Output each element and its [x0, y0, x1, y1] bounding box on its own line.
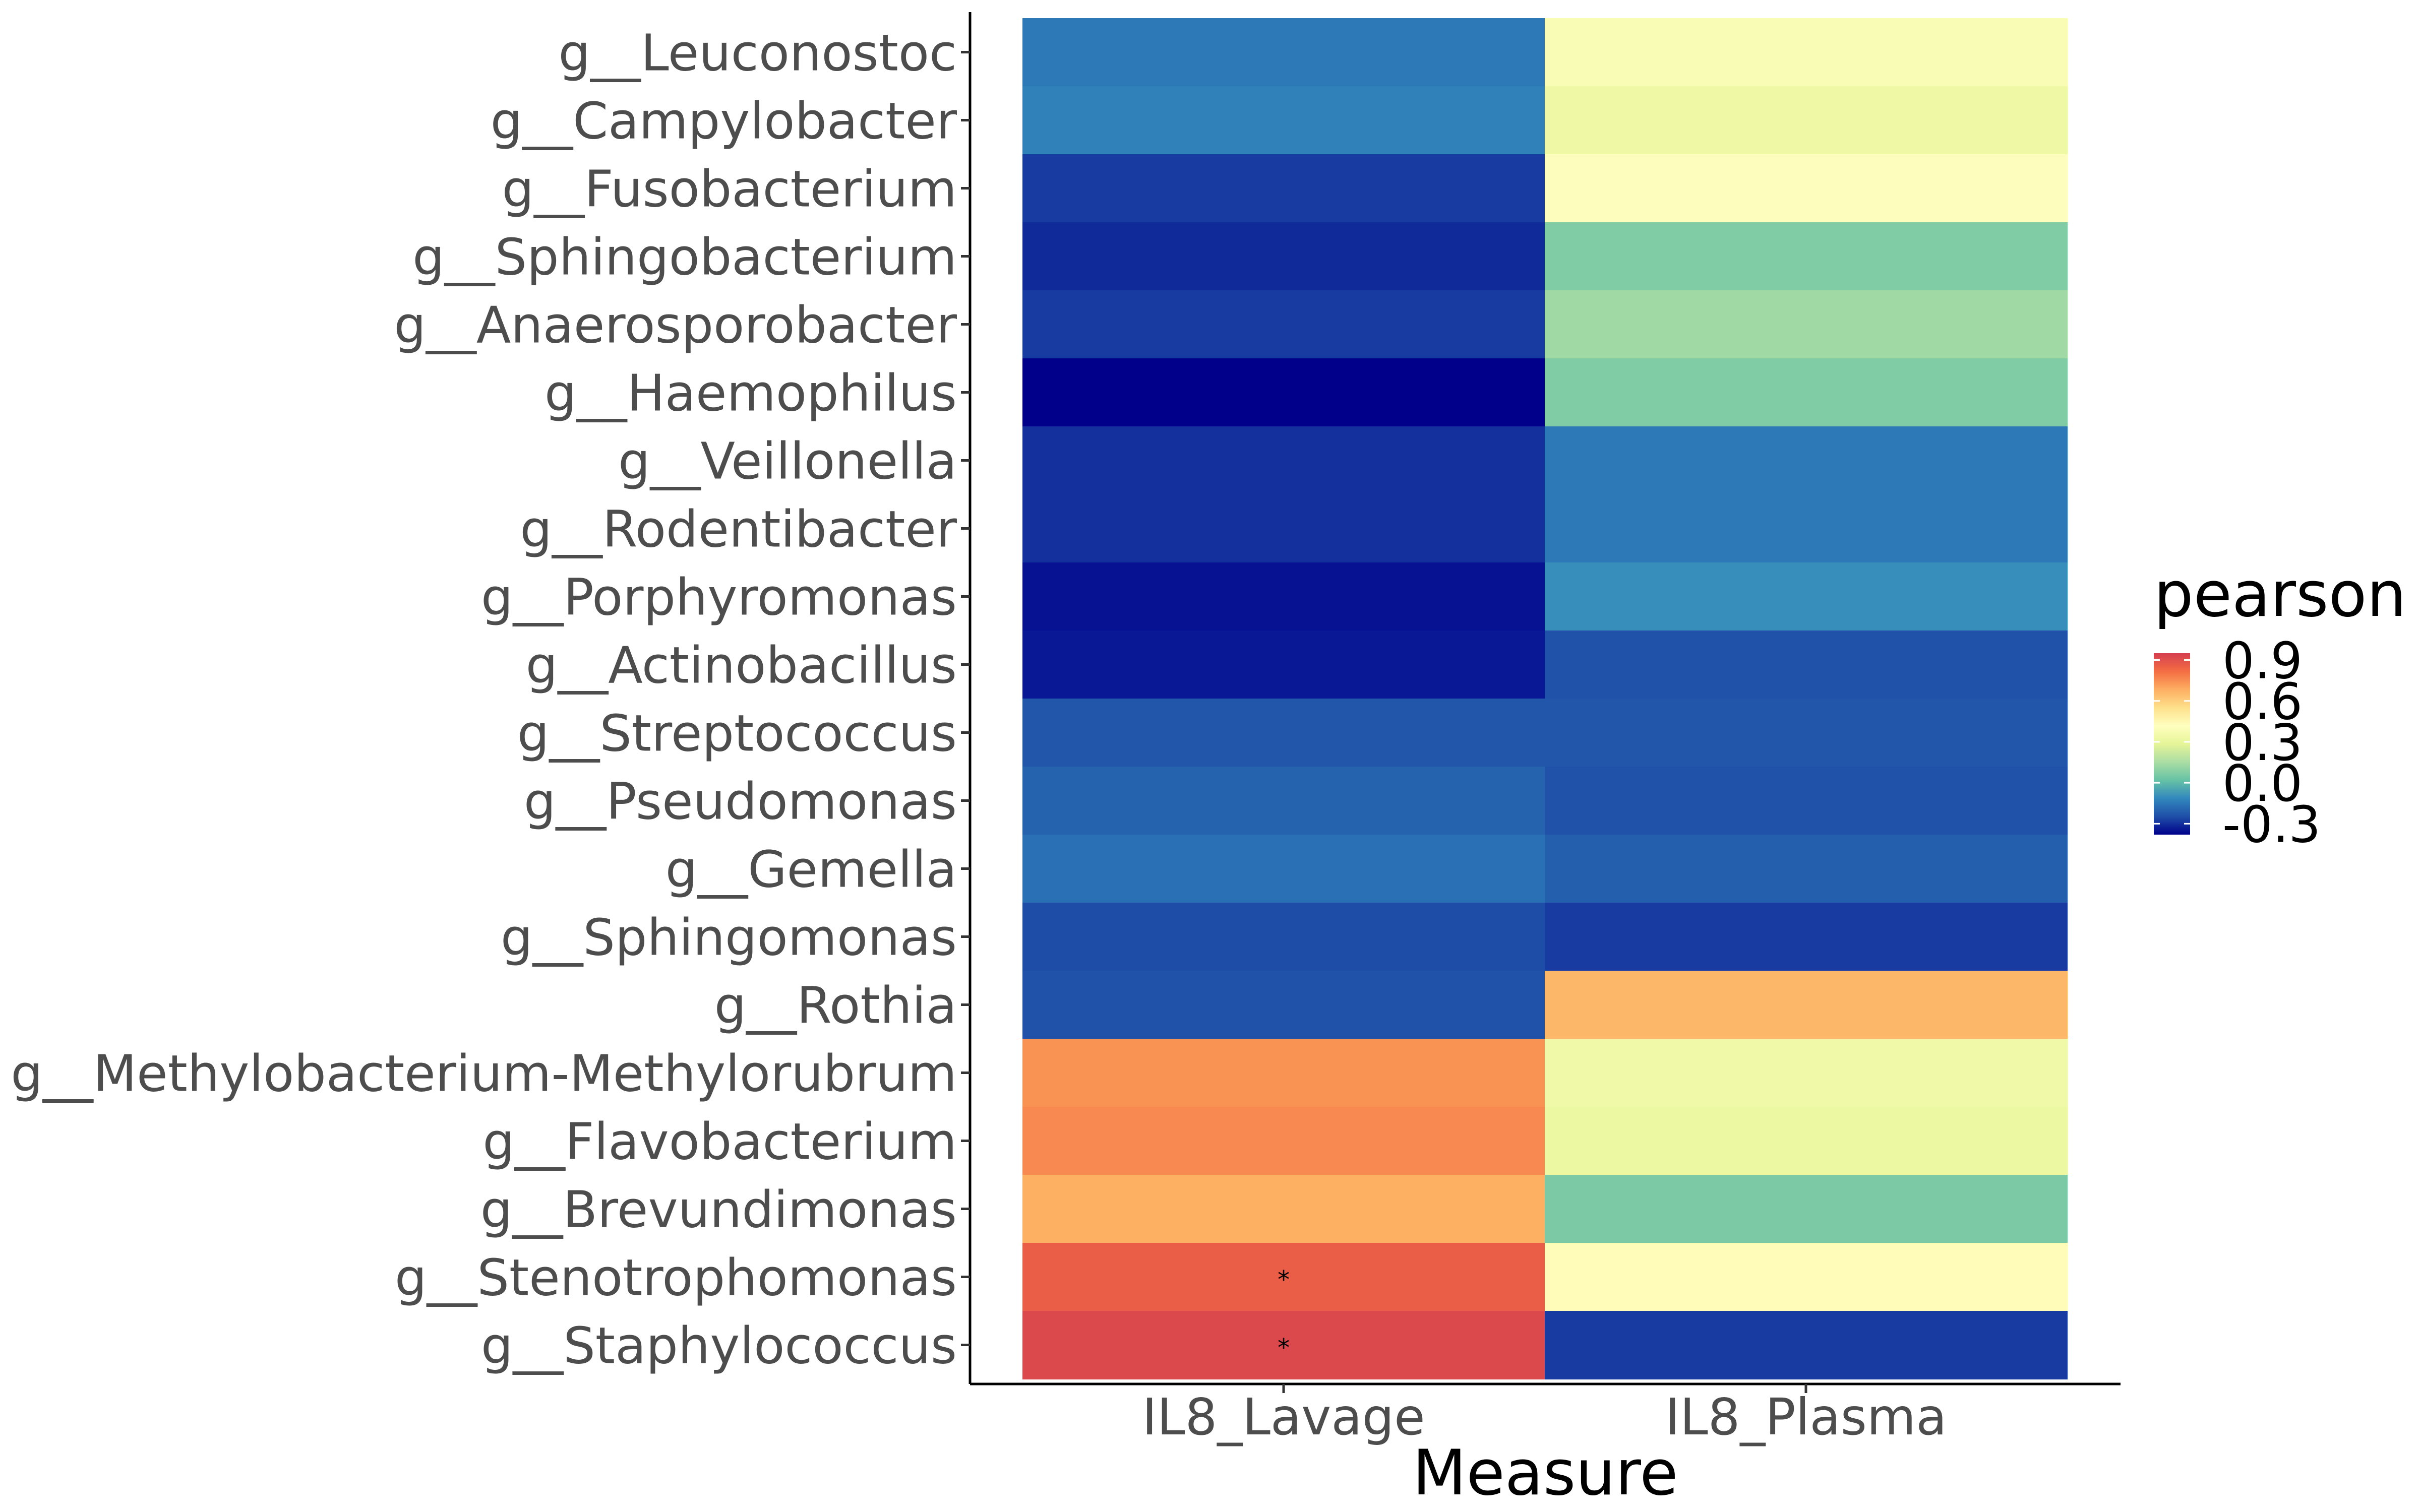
- y-tick-label: g__Campylobacter: [491, 92, 957, 151]
- y-tick-label: g__Rothia: [714, 976, 957, 1035]
- heatmap-cell: [1545, 86, 2068, 155]
- heatmap-cell: [1545, 1311, 2068, 1379]
- y-tick-label: g__Streptococcus: [517, 704, 957, 763]
- heatmap-cell: [1545, 1243, 2068, 1311]
- y-tick-label: g__Porphyromonas: [481, 568, 957, 627]
- y-tick-label: g__Sphingobacterium: [412, 228, 957, 287]
- legend-tick-label: 0.0: [2222, 754, 2303, 813]
- heatmap-cell: [1545, 154, 2068, 223]
- heatmap-cell: [1545, 358, 2068, 427]
- heatmap-cell: [1022, 1243, 1545, 1311]
- legend-title: pearson: [2154, 558, 2406, 631]
- x-axis-title: Measure: [1413, 1437, 1678, 1509]
- heatmap-cell: [1545, 699, 2068, 767]
- heatmap-cell: [1022, 290, 1545, 359]
- heatmap-cell: [1545, 494, 2068, 563]
- heatmap-cell: [1022, 494, 1545, 563]
- heatmap-cell: [1545, 767, 2068, 835]
- y-tick-label: g__Leuconostoc: [558, 24, 957, 83]
- legend-colorbar: [2154, 653, 2190, 835]
- heatmap-cell: [1545, 631, 2068, 699]
- heatmap-cell: [1022, 971, 1545, 1039]
- x-tick-label: IL8_Plasma: [1665, 1388, 1947, 1446]
- heatmap-cell: [1022, 154, 1545, 223]
- legend-tick-label: 0.6: [2222, 672, 2303, 731]
- heatmap-cell: [1545, 18, 2068, 87]
- y-tick-label: g__Stenotrophomonas: [395, 1248, 957, 1307]
- x-tick-label: IL8_Lavage: [1142, 1388, 1425, 1446]
- heatmap-cell: [1022, 18, 1545, 87]
- y-tick-label: g__Haemophilus: [544, 364, 957, 423]
- heatmap-cell: [1545, 835, 2068, 903]
- heatmap-cell: [1545, 562, 2068, 631]
- heatmap-cell: [1545, 971, 2068, 1039]
- heatmap-cell: [1022, 86, 1545, 155]
- y-tick-label: g__Methylobacterium-Methylorubrum: [11, 1044, 957, 1103]
- heatmap-cell: [1545, 290, 2068, 359]
- heatmap-cell: [1022, 835, 1545, 903]
- heatmap-cell: [1022, 358, 1545, 427]
- y-tick-label: g__Anaerosporobacter: [394, 296, 957, 355]
- legend-ticks: 0.90.60.30.0-0.3: [2154, 632, 2321, 854]
- legend-tick-label: 0.3: [2222, 713, 2303, 772]
- heatmap-cell: [1545, 1175, 2068, 1243]
- heatmap-cell: [1545, 1039, 2068, 1107]
- color-legend: pearson 0.90.60.30.0-0.3: [2154, 558, 2406, 854]
- y-tick-label: g__Flavobacterium: [482, 1112, 957, 1171]
- y-tick-label: g__Staphylococcus: [481, 1316, 957, 1375]
- heatmap-cell: [1022, 631, 1545, 699]
- heatmap-cell: [1545, 426, 2068, 495]
- y-axis-ticks: g__Leuconostoc g__Campylobacter g__Fusobac…: [11, 24, 970, 1375]
- heatmap-cell: [1022, 426, 1545, 495]
- heatmap-cell: [1022, 1107, 1545, 1175]
- heatmap-cell: [1022, 222, 1545, 291]
- heatmap-cell: [1022, 1311, 1545, 1379]
- heatmap-cell: [1022, 1039, 1545, 1107]
- y-tick-label: g__Pseudomonas: [524, 772, 957, 831]
- heatmap-cell: [1022, 903, 1545, 971]
- y-tick-label: g__Fusobacterium: [502, 160, 957, 219]
- heatmap-cell: [1022, 699, 1545, 767]
- legend-tick-label: -0.3: [2222, 795, 2321, 854]
- heatmap-cell: [1022, 1175, 1545, 1243]
- x-axis-ticks: IL8_Lavage IL8_Plasma: [1142, 1384, 1947, 1446]
- heatmap-cell: [1545, 903, 2068, 971]
- heatmap-cell: [1545, 1107, 2068, 1175]
- heatmap-cells: [1022, 18, 2068, 1379]
- heatmap-cell: [1022, 767, 1545, 835]
- y-tick-label: g__Brevundimonas: [480, 1180, 957, 1239]
- y-tick-label: g__Sphingomonas: [501, 908, 957, 967]
- heatmap-cell: [1022, 562, 1545, 631]
- y-tick-label: g__Actinobacillus: [526, 636, 957, 695]
- y-tick-label: g__Gemella: [666, 840, 957, 899]
- significance-star: *: [1278, 1334, 1290, 1362]
- y-tick-label: g__Veillonella: [618, 432, 957, 491]
- significance-star: *: [1278, 1266, 1290, 1294]
- legend-tick-label: 0.9: [2222, 632, 2303, 690]
- heatmap-cell: [1545, 222, 2068, 291]
- y-tick-label: g__Rodentibacter: [520, 500, 957, 559]
- significance-markers: **: [1278, 1266, 1290, 1362]
